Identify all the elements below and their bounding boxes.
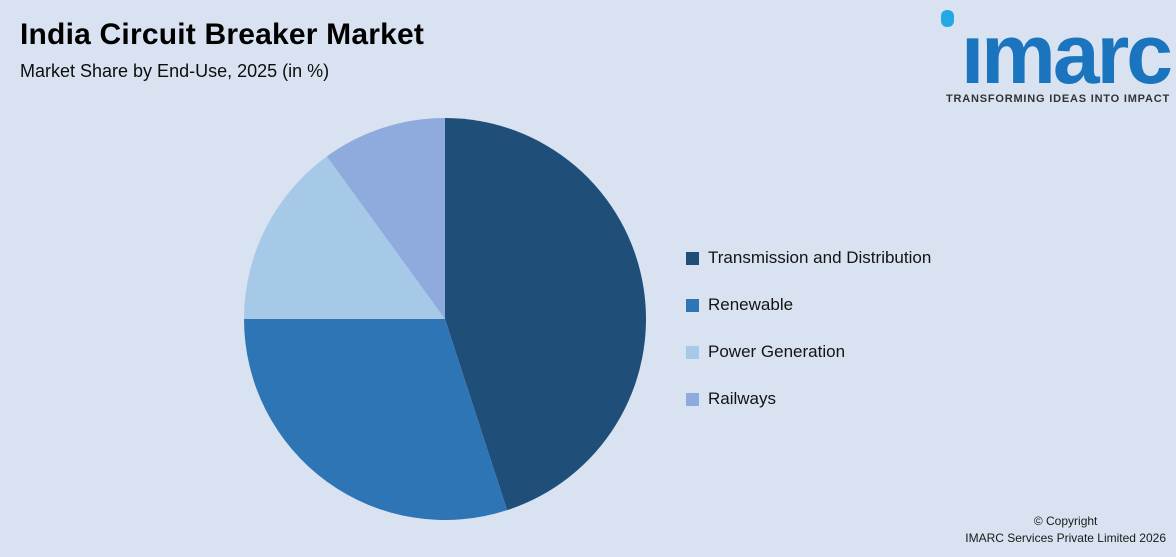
copyright: © Copyright IMARC Services Private Limit… — [965, 513, 1166, 547]
legend-swatch — [686, 392, 699, 406]
pie-slice-railways — [326, 118, 445, 319]
chart-subtitle: Market Share by End-Use, 2025 (in %) — [20, 61, 330, 81]
legend-label: Transmission and Distribution — [708, 248, 932, 267]
copyright-line2: IMARC Services Private Limited 2026 — [965, 531, 1166, 545]
legend-swatch — [686, 298, 699, 312]
legend-label: Railways — [708, 389, 777, 408]
logo-brand: ımarc — [960, 7, 1173, 101]
pie-slice-power-generation — [244, 156, 445, 319]
logo-tagline: TRANSFORMING IDEAS INTO IMPACT — [945, 93, 1170, 105]
legend-label: Power Generation — [708, 342, 846, 361]
imarc-logo: ımarc TRANSFORMING IDEAS INTO IMPACT — [930, 7, 1173, 112]
chart-title: India Circuit Breaker Market — [20, 18, 425, 51]
legend-item: Power Generation — [686, 340, 931, 364]
pie-chart — [244, 118, 646, 520]
legend-swatch — [686, 251, 699, 265]
logo-i-dot-icon — [941, 10, 954, 27]
legend-label: Renewable — [708, 295, 794, 314]
legend-item: Railways — [686, 387, 931, 411]
copyright-line1: © Copyright — [1033, 514, 1098, 528]
pie-slice-renewable — [244, 319, 508, 520]
legend-swatch — [686, 345, 699, 359]
pie-slice-transmission-and-distribution — [445, 118, 646, 511]
legend-item: Transmission and Distribution — [686, 246, 931, 270]
legend-item: Renewable — [686, 293, 931, 317]
legend: Transmission and Distribution Renewable Po… — [686, 246, 931, 411]
